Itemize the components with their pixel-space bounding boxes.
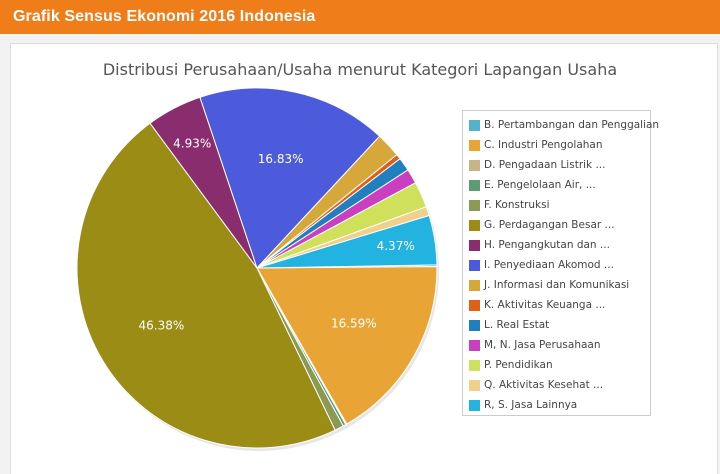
chart-legend: B. Pertambangan dan Penggalian C. Industr… xyxy=(462,110,659,416)
legend-item[interactable]: K. Aktivitas Keuanga ... xyxy=(469,297,605,313)
legend-swatch xyxy=(469,399,480,411)
slice-data-label: 4.37% xyxy=(377,239,415,253)
legend-swatch xyxy=(469,119,480,131)
legend-label: F. Konstruksi xyxy=(484,199,550,211)
pie-slice[interactable] xyxy=(256,214,438,269)
legend-item[interactable]: C. Industri Pengolahan xyxy=(469,137,603,153)
legend-label: M, N. Jasa Perusahaan xyxy=(484,339,601,351)
legend-item[interactable]: P. Pendidikan xyxy=(469,357,553,373)
legend-item[interactable]: J. Informasi dan Komunikasi xyxy=(469,277,629,293)
pie-slice[interactable] xyxy=(256,266,438,425)
legend-swatch xyxy=(469,179,480,191)
legend-item[interactable]: R, S. Jasa Lainnya xyxy=(469,397,577,413)
legend-item[interactable]: I. Penyediaan Akomod ... xyxy=(469,257,614,273)
slice-data-label: 16.59% xyxy=(331,316,377,330)
legend-swatch xyxy=(469,279,480,291)
slice-data-label: 16.83% xyxy=(258,152,304,166)
legend-item[interactable]: B. Pertambangan dan Penggalian xyxy=(469,117,659,133)
legend-item[interactable]: M, N. Jasa Perusahaan xyxy=(469,337,601,353)
legend-swatch xyxy=(469,139,480,151)
slice-data-label: 4.93% xyxy=(173,136,211,150)
legend-item[interactable]: E. Pengelolaan Air, ... xyxy=(469,177,596,193)
legend-swatch xyxy=(469,239,480,251)
legend-label: L. Real Estat xyxy=(484,319,550,331)
legend-swatch xyxy=(469,319,480,331)
legend-swatch xyxy=(469,299,480,311)
legend-label: D. Pengadaan Listrik ... xyxy=(484,159,606,171)
legend-item[interactable]: L. Real Estat xyxy=(469,317,549,333)
legend-item[interactable]: G. Perdagangan Besar ... xyxy=(469,217,615,233)
legend-label: G. Perdagangan Besar ... xyxy=(484,219,615,231)
slice-data-label: 46.38% xyxy=(139,319,185,333)
legend-swatch xyxy=(469,219,480,231)
legend-swatch xyxy=(469,159,480,171)
legend-label: P. Pendidikan xyxy=(484,359,553,371)
pie-slice[interactable] xyxy=(199,87,381,269)
legend-swatch xyxy=(469,259,480,271)
legend-item[interactable]: D. Pengadaan Listrik ... xyxy=(469,157,605,173)
legend-label: Q. Aktivitas Kesehat ... xyxy=(484,379,604,391)
legend-item[interactable]: H. Pengangkutan dan ... xyxy=(469,237,610,253)
legend-item[interactable]: Q. Aktivitas Kesehat ... xyxy=(469,377,603,393)
legend-label: J. Informasi dan Komunikasi xyxy=(484,279,630,291)
legend-label: E. Pengelolaan Air, ... xyxy=(484,179,596,191)
chart-title: Distribusi Perusahaan/Usaha menurut Kate… xyxy=(102,60,618,79)
legend-swatch xyxy=(469,199,480,211)
legend-swatch xyxy=(469,339,480,351)
legend-label: R, S. Jasa Lainnya xyxy=(484,399,578,411)
legend-label: I. Penyediaan Akomod ... xyxy=(484,259,614,271)
legend-label: K. Aktivitas Keuanga ... xyxy=(484,299,606,311)
header-title: Grafik Sensus Ekonomi 2016 Indonesia xyxy=(13,8,316,25)
app-header: Grafik Sensus Ekonomi 2016 Indonesia xyxy=(0,0,720,34)
legend-label: H. Pengangkutan dan ... xyxy=(484,239,610,251)
legend-swatch xyxy=(469,379,480,391)
legend-swatch xyxy=(469,359,480,371)
legend-label: C. Industri Pengolahan xyxy=(484,139,603,151)
legend-label: B. Pertambangan dan Penggalian xyxy=(484,119,660,131)
pie-slice[interactable] xyxy=(76,122,336,449)
legend-item[interactable]: F. Konstruksi xyxy=(469,197,550,213)
